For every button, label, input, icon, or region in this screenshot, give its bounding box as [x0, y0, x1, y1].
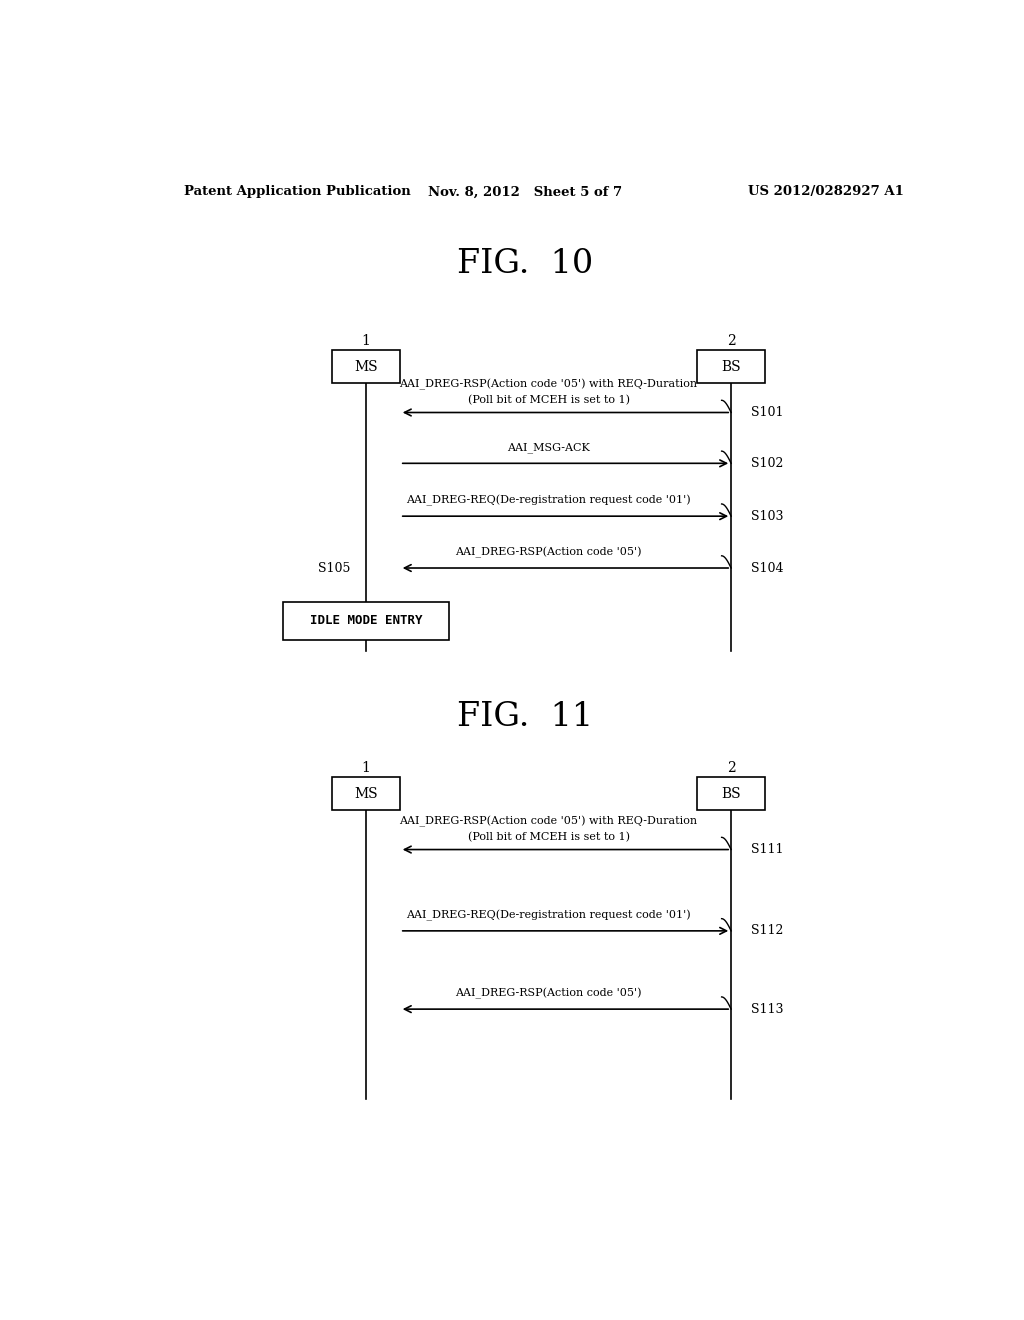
Bar [697, 351, 765, 383]
Text: US 2012/0282927 A1: US 2012/0282927 A1 [749, 185, 904, 198]
Text: S112: S112 [751, 924, 783, 937]
Text: (Poll bit of MCEH is set to 1): (Poll bit of MCEH is set to 1) [468, 395, 630, 405]
Text: FIG.  10: FIG. 10 [457, 248, 593, 280]
Text: S105: S105 [318, 561, 351, 574]
Text: AAI_DREG-REQ(De-registration request code '01'): AAI_DREG-REQ(De-registration request cod… [407, 909, 691, 921]
Bar [283, 602, 450, 640]
Text: AAI_DREG-REQ(De-registration request code '01'): AAI_DREG-REQ(De-registration request cod… [407, 495, 691, 506]
Text: S111: S111 [751, 843, 783, 857]
Bar [697, 777, 765, 810]
Text: 2: 2 [727, 334, 735, 348]
Bar [333, 777, 399, 810]
Text: S104: S104 [751, 561, 783, 574]
Text: AAI_DREG-RSP(Action code '05') with REQ-Duration: AAI_DREG-RSP(Action code '05') with REQ-… [399, 379, 697, 391]
Text: AAI_DREG-RSP(Action code '05'): AAI_DREG-RSP(Action code '05') [456, 987, 642, 999]
Text: (Poll bit of MCEH is set to 1): (Poll bit of MCEH is set to 1) [468, 832, 630, 842]
Text: FIG.  11: FIG. 11 [457, 701, 593, 734]
Bar [333, 351, 399, 383]
Text: IDLE MODE ENTRY: IDLE MODE ENTRY [310, 614, 422, 627]
Text: BS: BS [721, 787, 741, 801]
Text: S103: S103 [751, 510, 783, 523]
Text: S101: S101 [751, 407, 783, 418]
Text: AAI_DREG-RSP(Action code '05'): AAI_DREG-RSP(Action code '05') [456, 546, 642, 558]
Text: AAI_MSG-ACK: AAI_MSG-ACK [507, 442, 590, 453]
Text: AAI_DREG-RSP(Action code '05') with REQ-Duration: AAI_DREG-RSP(Action code '05') with REQ-… [399, 816, 697, 828]
Text: BS: BS [721, 360, 741, 374]
Text: 2: 2 [727, 762, 735, 775]
Text: 1: 1 [361, 762, 371, 775]
Text: S113: S113 [751, 1003, 783, 1015]
Text: Patent Application Publication: Patent Application Publication [183, 185, 411, 198]
Text: MS: MS [354, 360, 378, 374]
Text: MS: MS [354, 787, 378, 801]
Text: 1: 1 [361, 334, 371, 348]
Text: S102: S102 [751, 457, 783, 470]
Text: Nov. 8, 2012   Sheet 5 of 7: Nov. 8, 2012 Sheet 5 of 7 [428, 185, 622, 198]
